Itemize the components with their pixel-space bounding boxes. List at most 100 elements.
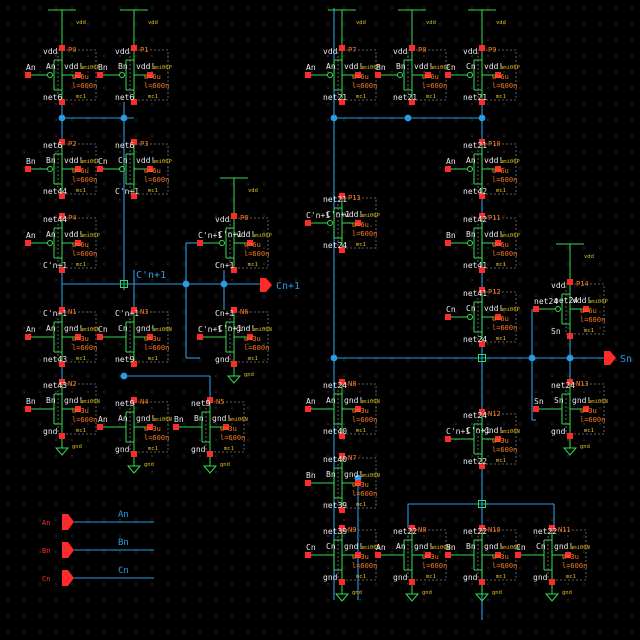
terminal-pin[interactable] [97,424,103,430]
terminal-pin[interactable] [445,436,451,442]
terminal-pin[interactable] [425,72,431,78]
terminal-pin[interactable] [409,525,415,531]
terminal-pin[interactable] [409,45,415,51]
terminal-pin[interactable] [75,72,81,78]
terminal-pin[interactable] [479,213,485,219]
terminal-pin[interactable] [231,267,237,273]
terminal-pin[interactable] [583,306,589,312]
terminal-pin[interactable] [375,72,381,78]
terminal-pin[interactable] [147,166,153,172]
terminal-pin[interactable] [339,247,345,253]
terminal-pin[interactable] [549,525,555,531]
terminal-pin[interactable] [59,99,65,105]
terminal-pin[interactable] [59,139,65,145]
terminal-pin[interactable] [59,45,65,51]
terminal-pin[interactable] [479,45,485,51]
transistor-p1[interactable]: P1 vdd Bn Bn vdd!ami06P w=6ul=600n mc1 net6 [97,45,173,105]
terminal-pin[interactable] [479,99,485,105]
terminal-pin[interactable] [495,314,501,320]
terminal-pin[interactable] [495,166,501,172]
transistor-p14[interactable]: P14vddnet24net24vdd!ami06Pw=6ul=600nmc1S… [533,279,609,339]
terminal-pin[interactable] [97,166,103,172]
terminal-pin[interactable] [479,341,485,347]
terminal-pin[interactable] [25,72,31,78]
terminal-pin[interactable] [75,406,81,412]
terminal-pin[interactable] [549,579,555,585]
terminal-pin[interactable] [223,424,229,430]
terminal-pin[interactable] [355,552,361,558]
terminal-pin[interactable] [409,99,415,105]
terminal-pin[interactable] [567,379,573,385]
terminal-pin[interactable] [305,220,311,226]
terminal-pin[interactable] [231,307,237,313]
transistor-p2[interactable]: P2 net6 Bn Bn vdd!ami06P w=6ul=600n mc1 net44 [25,139,101,199]
transistor-n5[interactable]: N5 net9 Bn Bn gnd!ami06N w=3ul=600n mc1 gnd [173,397,248,457]
terminal-pin[interactable] [131,193,137,199]
terminal-pin[interactable] [197,334,203,340]
terminal-pin[interactable] [567,333,573,339]
terminal-pin[interactable] [131,139,137,145]
terminal-pin[interactable] [147,72,153,78]
terminal-pin[interactable] [97,334,103,340]
terminal-pin[interactable] [355,406,361,412]
terminal-pin[interactable] [479,409,485,415]
transistor-n6[interactable]: N6Cn+1C'n+1C'n+1gnd!ami06Nw=3ul=600nmc1g… [197,307,272,367]
terminal-pin[interactable] [131,361,137,367]
terminal-pin[interactable] [59,379,65,385]
transistor-p3[interactable]: P3 net6 Cn Cn vdd!ami06P w=6ul=600n mc1 C'n+1 [97,139,173,199]
transistor-p6[interactable]: P6vddC'n+1C'n+1vdd!ami06Pw=6ul=600nmc1Cn… [197,213,273,273]
terminal-pin[interactable] [131,397,137,403]
terminal-pin[interactable] [409,579,415,585]
terminal-pin[interactable] [207,451,213,457]
terminal-pin[interactable] [355,220,361,226]
terminal-pin[interactable] [339,453,345,459]
terminal-pin[interactable] [339,379,345,385]
output-pin-sn[interactable]: Sn [604,351,632,365]
terminal-pin[interactable] [565,552,571,558]
terminal-pin[interactable] [479,525,485,531]
terminal-pin[interactable] [339,433,345,439]
terminal-pin[interactable] [515,552,521,558]
terminal-pin[interactable] [247,334,253,340]
terminal-pin[interactable] [59,267,65,273]
terminal-pin[interactable] [567,433,573,439]
transistor-n1[interactable]: N1C'n+1 An An gnd!ami06N w=3ul=600n mc1 net43 [25,307,100,367]
input-pin-cn[interactable]: Cn Cn [42,566,154,586]
terminal-pin[interactable] [445,72,451,78]
terminal-pin[interactable] [247,240,253,246]
terminal-pin[interactable] [479,139,485,145]
terminal-pin[interactable] [495,436,501,442]
terminal-pin[interactable] [131,451,137,457]
terminal-pin[interactable] [445,314,451,320]
transistor-p8[interactable]: P8 vdd Bn Bn vdd!ami06P w=6ul=600n mc1 net21 [375,45,451,105]
transistor-n3[interactable]: N3C'n+1 Cn Cn gnd!ami06N w=3ul=600n mc1 net9 [97,307,172,367]
terminal-pin[interactable] [305,552,311,558]
terminal-pin[interactable] [533,306,539,312]
terminal-pin[interactable] [355,72,361,78]
terminal-pin[interactable] [305,406,311,412]
terminal-pin[interactable] [583,406,589,412]
terminal-pin[interactable] [339,45,345,51]
terminal-pin[interactable] [97,72,103,78]
terminal-pin[interactable] [445,166,451,172]
transistor-n4[interactable]: N4 net9 An An gnd!ami06N w=3ul=600n mc1 gnd [97,397,172,457]
terminal-pin[interactable] [339,99,345,105]
terminal-pin[interactable] [59,213,65,219]
terminal-pin[interactable] [375,552,381,558]
terminal-pin[interactable] [197,240,203,246]
transistor-p9[interactable]: P9 vdd Cn Cn vdd!ami06P w=6ul=600n mc1 net21 [445,45,521,105]
terminal-pin[interactable] [495,240,501,246]
output-pin-cn1[interactable]: Cn+1 [260,278,300,292]
terminal-pin[interactable] [147,424,153,430]
terminal-pin[interactable] [173,424,179,430]
terminal-pin[interactable] [131,99,137,105]
terminal-pin[interactable] [231,213,237,219]
terminal-pin[interactable] [355,480,361,486]
